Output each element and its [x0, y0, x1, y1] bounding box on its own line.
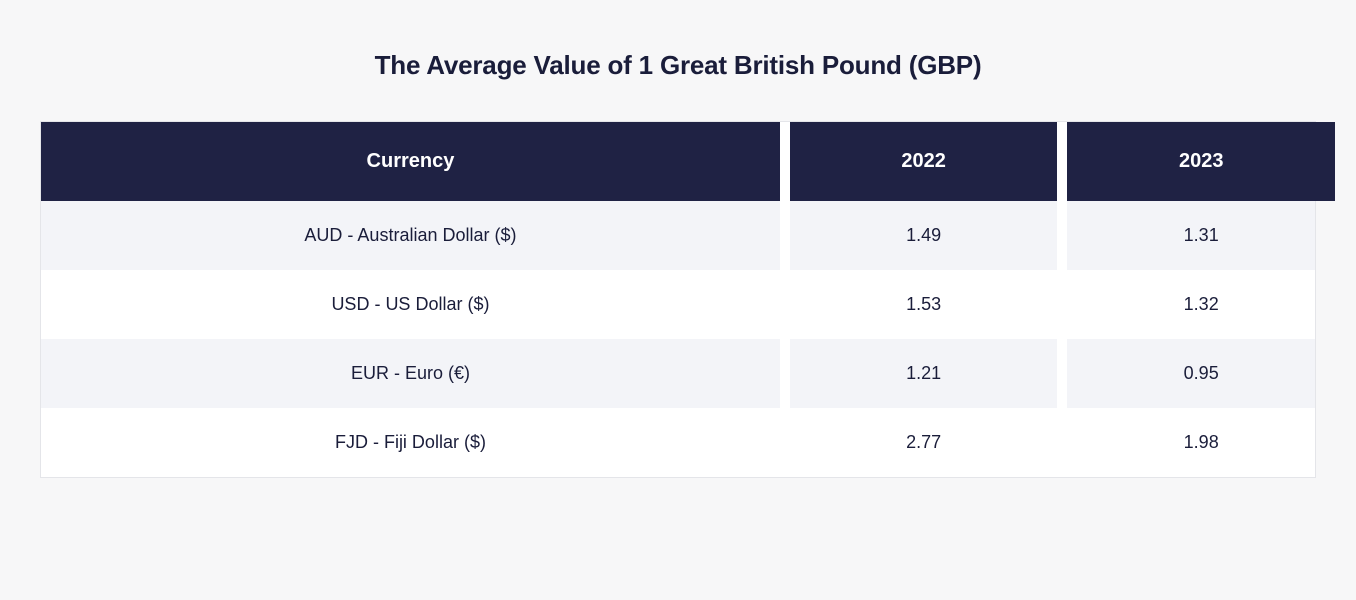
cell-2022: 1.49 — [790, 201, 1058, 270]
col-header-2023: 2023 — [1067, 122, 1335, 201]
col-header-2022: 2022 — [790, 122, 1058, 201]
column-gap — [780, 201, 790, 270]
table-header-row: Currency 2022 2023 — [41, 122, 1315, 201]
table-row: EUR - Euro (€) 1.21 0.95 — [41, 339, 1315, 408]
column-gap — [1057, 201, 1067, 270]
cell-2023: 0.95 — [1067, 339, 1335, 408]
column-gap — [1057, 270, 1067, 339]
column-gap — [780, 408, 790, 477]
table-row: FJD - Fiji Dollar ($) 2.77 1.98 — [41, 408, 1315, 477]
exchange-rate-table: Currency 2022 2023 AUD - Australian Doll… — [40, 121, 1316, 478]
table-row: USD - US Dollar ($) 1.53 1.32 — [41, 270, 1315, 339]
cell-currency: EUR - Euro (€) — [41, 339, 780, 408]
cell-currency: USD - US Dollar ($) — [41, 270, 780, 339]
cell-2023: 1.31 — [1067, 201, 1335, 270]
table-row: AUD - Australian Dollar ($) 1.49 1.31 — [41, 201, 1315, 270]
page-title: The Average Value of 1 Great British Pou… — [40, 50, 1316, 81]
column-gap — [1057, 408, 1067, 477]
column-gap — [780, 122, 790, 201]
cell-currency: FJD - Fiji Dollar ($) — [41, 408, 780, 477]
cell-2023: 1.98 — [1067, 408, 1335, 477]
cell-currency: AUD - Australian Dollar ($) — [41, 201, 780, 270]
cell-2022: 2.77 — [790, 408, 1058, 477]
cell-2022: 1.53 — [790, 270, 1058, 339]
cell-2022: 1.21 — [790, 339, 1058, 408]
cell-2023: 1.32 — [1067, 270, 1335, 339]
column-gap — [1057, 339, 1067, 408]
col-header-currency: Currency — [41, 122, 780, 201]
column-gap — [780, 270, 790, 339]
column-gap — [780, 339, 790, 408]
column-gap — [1057, 122, 1067, 201]
